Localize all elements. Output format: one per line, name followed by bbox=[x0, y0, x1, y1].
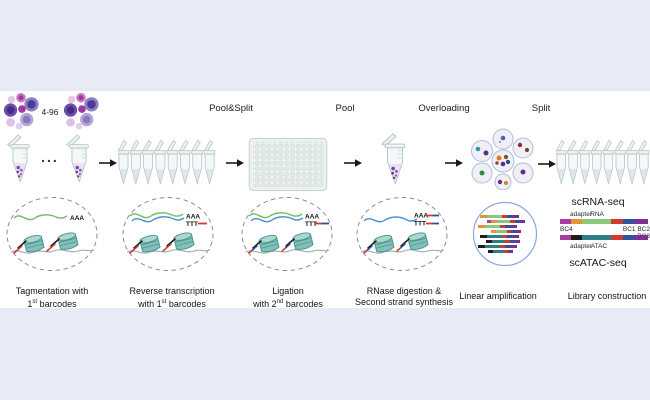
tagmentation-scene: AAA bbox=[6, 197, 98, 271]
nucleosome-icon bbox=[406, 231, 429, 252]
cell-count-label: 4-96 bbox=[41, 107, 59, 117]
top-banner bbox=[0, 0, 650, 91]
step-caption-tagmentation: Tagmentation with 1st barcodes bbox=[0, 286, 127, 309]
nucleosome-icon bbox=[372, 233, 395, 254]
polyt-label: TTT bbox=[186, 221, 198, 228]
caption-line: Library construction bbox=[567, 291, 647, 301]
step-caption-linear-amplification: Linear amplification bbox=[423, 291, 573, 302]
barcode-tick-icon bbox=[396, 238, 410, 252]
flow-arrow-icon bbox=[344, 159, 362, 167]
pcr-strip-icon bbox=[556, 139, 650, 185]
nucleosome-icon bbox=[291, 231, 314, 252]
sample-tube-icon bbox=[7, 134, 30, 183]
scatac-seq-title: scATAC-seq bbox=[569, 257, 627, 269]
flow-label-split: Split bbox=[531, 103, 551, 114]
step-caption-ligation: Ligation with 2nd barcodes bbox=[213, 286, 363, 309]
polyt-label: TTT bbox=[414, 221, 426, 228]
caption-line: with 1st barcodes bbox=[138, 298, 206, 309]
library-bar-rna bbox=[560, 219, 648, 224]
flow-arrow-icon bbox=[445, 159, 463, 167]
amplified-atac-fragments bbox=[478, 235, 520, 253]
adapter-label-atac: adapter bbox=[569, 243, 593, 250]
step-caption-rnase: RNase digestion & Second strand synthesi… bbox=[329, 286, 479, 307]
barcode-tick-icon bbox=[281, 238, 295, 252]
sample-tube-icon bbox=[66, 134, 89, 183]
nucleosome-icon bbox=[22, 233, 45, 254]
step-caption-library-construction: Library construction bbox=[532, 291, 650, 302]
caption-line: with 2nd barcodes bbox=[253, 298, 323, 309]
atac-label: ATAC bbox=[590, 243, 608, 250]
flow-label-pool: Pool bbox=[335, 103, 355, 114]
polya-label: AAA bbox=[414, 213, 428, 220]
library-construction-panel: scRNA-seq adapter RNA BC4 BC1 BC2 BC3 ad… bbox=[548, 194, 650, 278]
caption-line: Reverse transcription bbox=[129, 286, 215, 296]
flow-arrow-icon bbox=[226, 159, 244, 167]
barcode-tick-icon bbox=[46, 238, 60, 252]
bottom-banner bbox=[0, 308, 650, 400]
96-well-plate-icon bbox=[248, 138, 328, 191]
caption-line: Ligation bbox=[272, 286, 304, 296]
polyt-label: TTT bbox=[305, 221, 317, 228]
flow-label-overloading: Overloading bbox=[418, 103, 470, 114]
rna-label: RNA bbox=[590, 211, 604, 218]
bc4-label: BC4 bbox=[560, 226, 573, 233]
sample-tube-icon bbox=[381, 133, 406, 185]
bc2-label: BC2 bbox=[637, 226, 650, 233]
linear-amplification-icon bbox=[472, 201, 538, 267]
nucleosome-icon bbox=[172, 231, 195, 252]
nucleosome-icon bbox=[257, 233, 280, 254]
reverse-transcription-scene: AAA TTT bbox=[122, 197, 214, 271]
overloaded-droplets-icon bbox=[471, 128, 534, 190]
barcode-tick-icon bbox=[162, 238, 176, 252]
caption-line: Linear amplification bbox=[459, 291, 537, 301]
flow-arrow-icon bbox=[538, 160, 556, 168]
polya-label: AAA bbox=[186, 214, 200, 221]
bc1-label: BC1 bbox=[622, 226, 636, 233]
flow-arrow-icon bbox=[99, 159, 117, 167]
caption-line: RNase digestion & bbox=[366, 286, 442, 296]
rnase-digestion-scene: AAA TTT bbox=[356, 197, 448, 271]
ellipsis-label: ... bbox=[41, 149, 59, 165]
scrna-seq-title: scRNA-seq bbox=[571, 196, 625, 208]
caption-line: Tagmentation with bbox=[15, 286, 89, 296]
amplified-rna-fragments bbox=[478, 215, 525, 233]
ligation-scene: AAA TTT bbox=[241, 197, 333, 271]
nucleosome-icon bbox=[56, 231, 79, 252]
step-caption-reverse-transcription: Reverse transcription with 1st barcodes bbox=[97, 286, 247, 309]
cell-cluster-icon bbox=[3, 92, 39, 130]
flow-label-pool-split: Pool&Split bbox=[209, 103, 253, 114]
nucleosome-icon bbox=[138, 233, 161, 254]
caption-line: 1st barcodes bbox=[27, 298, 77, 309]
pcr-strip-icon bbox=[118, 139, 216, 185]
polya-label: AAA bbox=[70, 215, 84, 222]
polya-label: AAA bbox=[305, 214, 319, 221]
adapter-label-rna: adapter bbox=[569, 211, 593, 218]
caption-line: Second strand synthesis bbox=[354, 296, 454, 307]
cell-cluster-icon bbox=[63, 92, 99, 130]
library-bar-atac bbox=[560, 235, 648, 240]
